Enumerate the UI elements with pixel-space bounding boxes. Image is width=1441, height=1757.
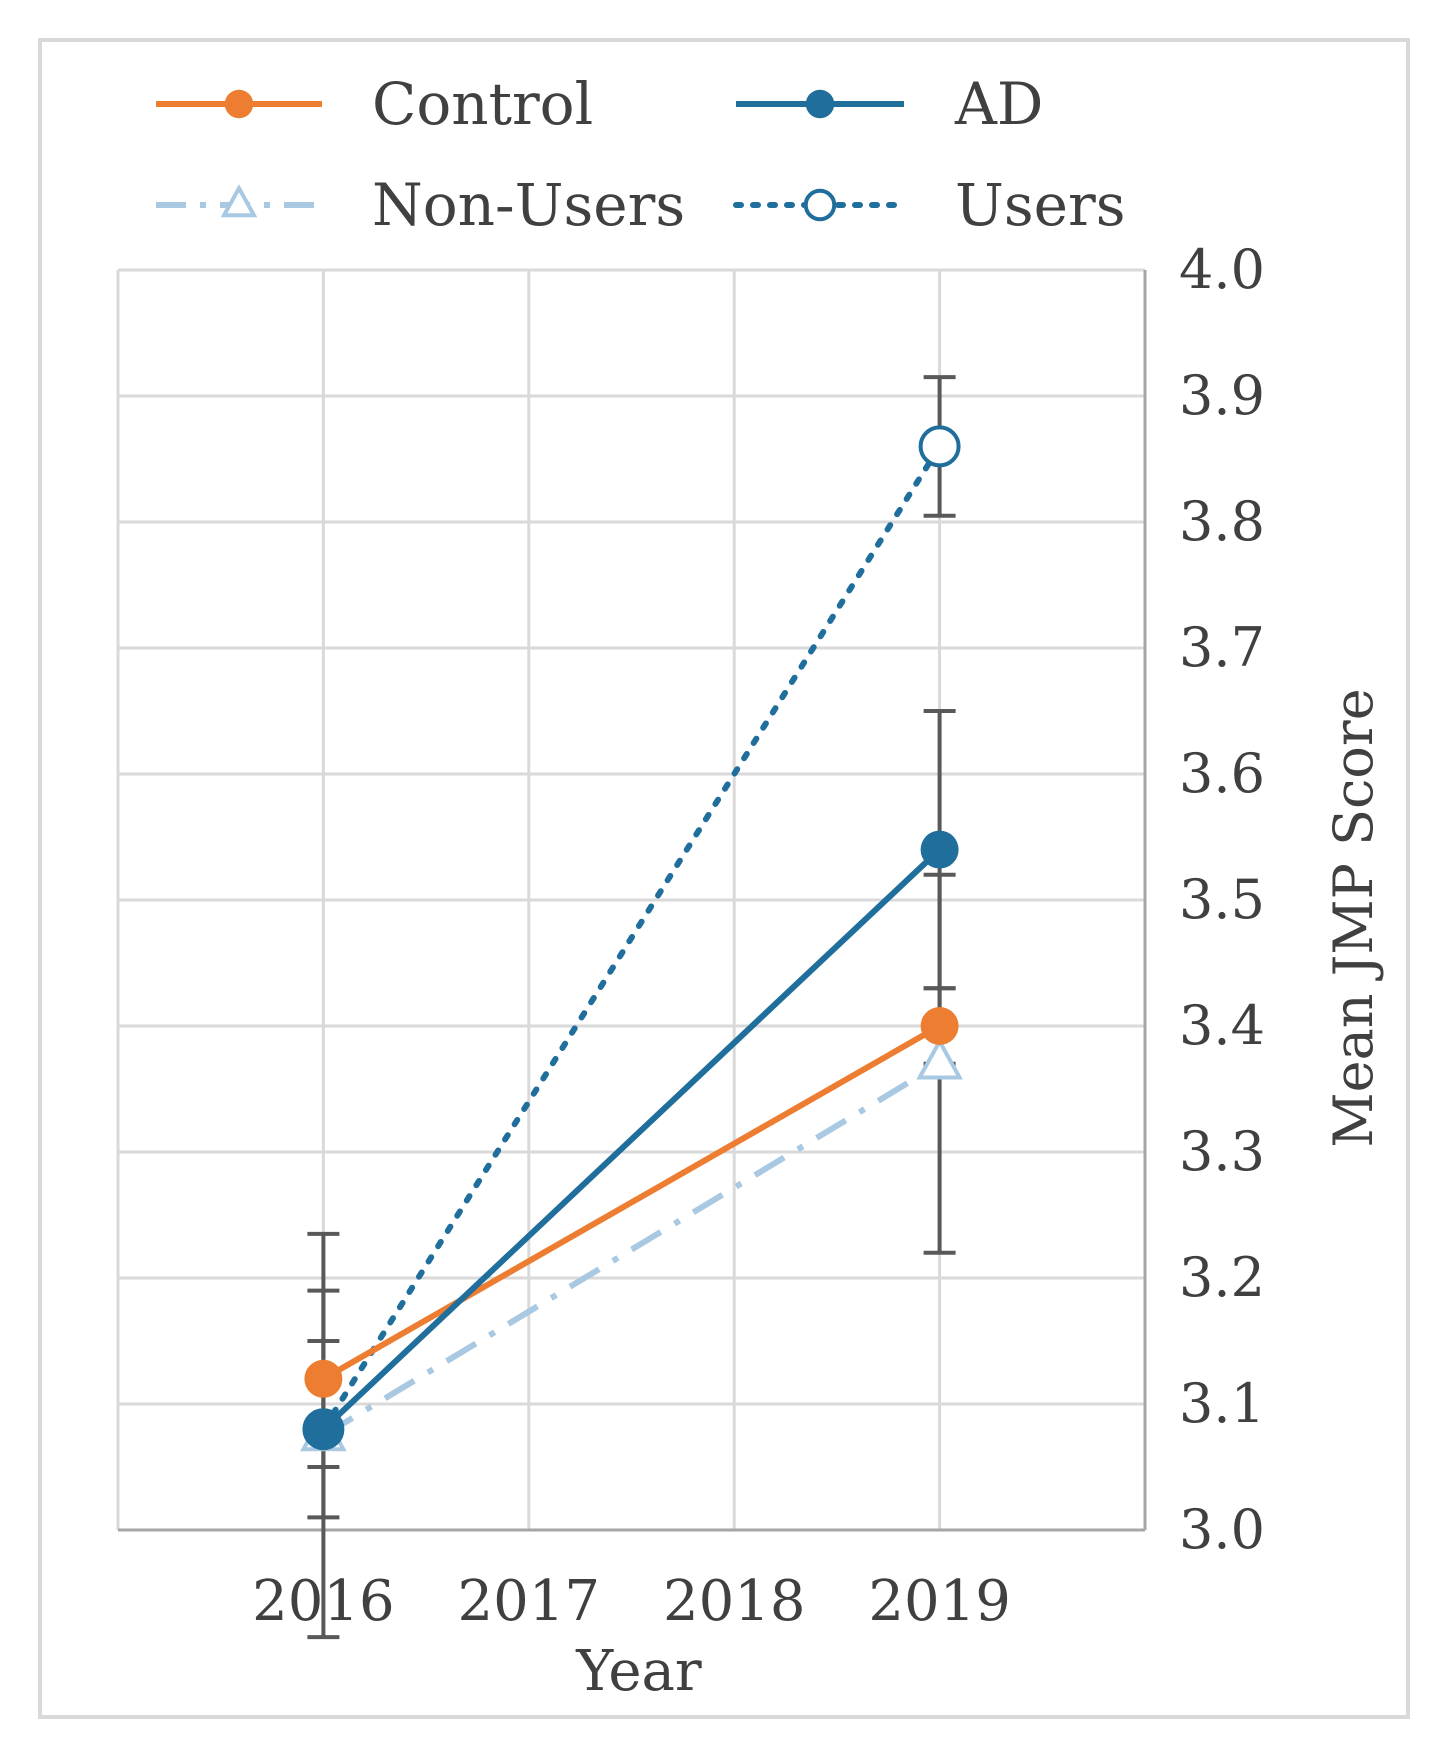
marker-ad-2019 [920, 830, 959, 869]
marker-non-users-2019 [916, 1037, 963, 1080]
series-markers [300, 425, 963, 1452]
x-axis-label: Year [575, 1639, 702, 1704]
y-tick-label: 3.5 [1179, 868, 1265, 931]
gridlines [116, 268, 1147, 1532]
marker-ad-2016 [304, 1410, 343, 1449]
y-tick-label: 3.2 [1179, 1246, 1265, 1309]
y-tick-label: 3.6 [1179, 742, 1265, 805]
legend-item-users: Users [733, 171, 1125, 239]
marker-users-2019 [918, 425, 961, 468]
x-tick-label: 2016 [252, 1569, 395, 1634]
marker-control-2019 [920, 1007, 959, 1045]
legend-marker [220, 184, 258, 218]
y-tick-label: 3.0 [1179, 1498, 1265, 1561]
x-tick-label: 2019 [868, 1569, 1011, 1634]
legend: Control AD Non-Users Users [156, 70, 1125, 239]
axes [118, 270, 1147, 1532]
x-tick-label: 2018 [663, 1569, 806, 1634]
y-axis-label: Mean JMP Score [1322, 688, 1385, 1147]
legend-item-ad: AD [736, 70, 1043, 138]
y-tick-label: 4.0 [1179, 238, 1265, 301]
y-tick-label: 3.3 [1179, 1120, 1265, 1183]
legend-item-control: Control [156, 70, 593, 138]
legend-label: Control [372, 70, 593, 138]
y-tick-labels: 3.0 3.1 3.2 3.3 3.4 3.5 3.6 3.7 3.8 3.9 4.0 [1179, 238, 1265, 1561]
legend-label: AD [954, 70, 1043, 138]
legend-item-non-users: Non-Users [156, 171, 685, 239]
legend-marker [803, 188, 837, 222]
y-tick-label: 3.4 [1179, 994, 1265, 1057]
legend-marker [224, 89, 254, 119]
chart-frame [38, 38, 1410, 1719]
error-bars [307, 375, 956, 1640]
marker-control-2016 [304, 1359, 343, 1398]
legend-label: Users [955, 171, 1125, 239]
legend-label: Non-Users [372, 171, 685, 239]
y-tick-label: 3.8 [1179, 490, 1265, 553]
series-lines [320, 443, 943, 1439]
series-line-non-users [321, 1061, 942, 1439]
series-line-users [320, 443, 943, 1433]
legend-marker [805, 89, 835, 119]
y-tick-label: 3.7 [1179, 616, 1265, 679]
x-tick-label: 2017 [458, 1569, 601, 1634]
y-tick-label: 3.1 [1179, 1372, 1265, 1435]
series-line-ad [321, 847, 942, 1432]
series-line-control [321, 1023, 942, 1382]
x-tick-labels: 2016 2017 2018 2019 [252, 1569, 1011, 1634]
y-tick-label: 3.9 [1179, 364, 1265, 427]
